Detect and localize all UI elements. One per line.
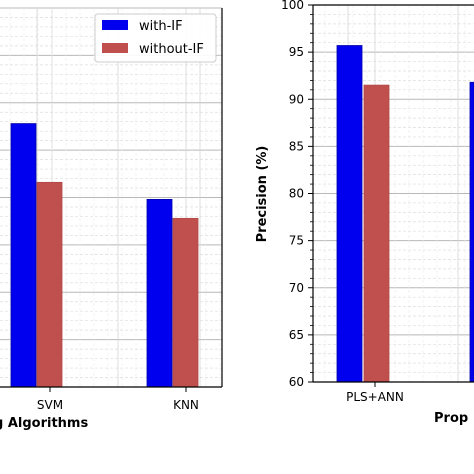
legend-swatch-without-if <box>102 43 128 53</box>
left-chart: SVM KNN g Algorithms with-IF without-IF <box>0 7 223 431</box>
right-y-ticks: 60 65 70 75 80 85 90 95 100 <box>281 0 313 389</box>
right-x-ticks: PLS+ANN <box>346 382 404 404</box>
right-y-axis-title: Precision (%) <box>255 146 270 243</box>
legend-label-without-if: without-IF <box>139 42 204 57</box>
legend: with-IF without-IF <box>94 13 217 63</box>
y-tick-label: 80 <box>289 187 304 201</box>
bar-without-if-svm <box>36 181 63 388</box>
bar-with-if-knn <box>146 198 173 388</box>
right-x-axis-title: Prop <box>434 411 468 426</box>
y-tick-label: 65 <box>289 328 304 342</box>
bar-without-if-pls-ann <box>363 84 390 383</box>
bar-with-if-clipped <box>469 81 474 383</box>
y-tick-label: 85 <box>289 139 304 153</box>
y-tick-label: 60 <box>289 375 304 389</box>
left-x-axis-title: g Algorithms <box>0 416 88 431</box>
bar-with-if-pls-ann <box>336 45 363 383</box>
legend-label-with-if: with-IF <box>139 19 183 34</box>
y-tick-label: 70 <box>289 281 304 295</box>
legend-swatch-with-if <box>102 20 128 30</box>
left-bars <box>10 123 199 388</box>
x-tick-label-svm: SVM <box>37 398 63 412</box>
y-tick-label: 100 <box>281 0 304 12</box>
bar-with-if-svm <box>10 123 37 388</box>
right-bars <box>336 45 474 383</box>
right-chart: 60 65 70 75 80 85 90 95 100 PLS+ANN Precision (%… <box>255 0 474 426</box>
bar-without-if-knn <box>172 217 199 388</box>
y-tick-label: 90 <box>289 92 304 106</box>
y-tick-label: 95 <box>289 45 304 59</box>
x-tick-label-pls-ann: PLS+ANN <box>346 390 404 404</box>
x-tick-label-knn: KNN <box>173 398 199 412</box>
y-tick-label: 75 <box>289 234 304 248</box>
left-x-ticks: SVM KNN <box>37 387 199 412</box>
